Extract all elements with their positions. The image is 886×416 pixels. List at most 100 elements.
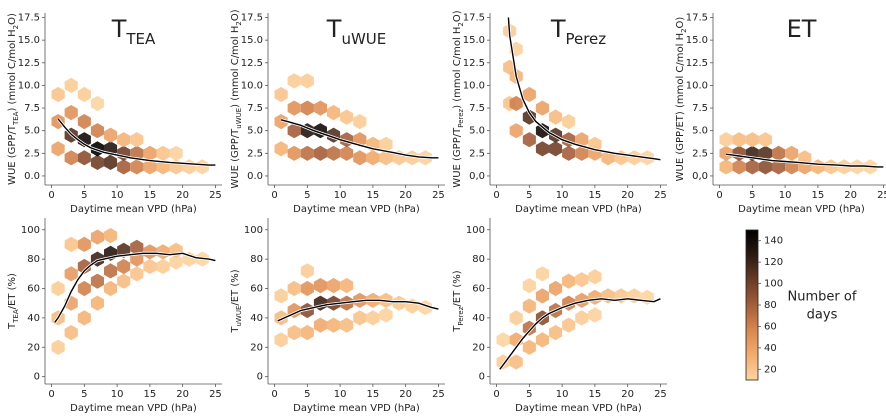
x-tick-label: 10 <box>334 389 347 400</box>
hexbin-cell <box>535 266 549 282</box>
hexbin-cell <box>104 263 118 279</box>
subscript: 2 <box>12 25 20 29</box>
panel-title: ET <box>787 15 817 43</box>
hexbin-cell <box>588 269 602 285</box>
y-tick-label: 17.5 <box>241 13 263 24</box>
y-tick-label: 12.5 <box>686 58 708 69</box>
colorbar-label: Number of <box>788 290 857 305</box>
hexbin-cell <box>719 159 733 175</box>
x-axis-label: Daytime mean VPD (hPa) <box>293 204 420 215</box>
subscript: TEA <box>125 30 156 48</box>
hexbin-cell <box>117 159 131 175</box>
text-part: T <box>111 15 127 43</box>
subscript: Perez <box>457 306 465 325</box>
hexbin-cell <box>169 145 183 161</box>
median-line <box>280 119 439 159</box>
y-tick-label: 7.5 <box>469 103 485 114</box>
hexbin-cell <box>300 100 314 116</box>
text-part: ) (mmol C/mol H <box>230 26 241 108</box>
hexbin-cell <box>274 141 288 157</box>
y-axis-label: TuWUE/ET (%) <box>230 269 243 333</box>
hexbin-cell <box>562 317 576 333</box>
x-tick-label: 5 <box>304 190 310 201</box>
hexbin-cell <box>811 159 825 175</box>
hexbin-cell <box>287 100 301 116</box>
x-tick-label: 20 <box>621 389 634 400</box>
subscript: TEA <box>12 309 20 324</box>
y-tick-label: 40 <box>250 313 263 324</box>
y-tick-label: 17.5 <box>18 13 40 24</box>
y-tick-label: 15.0 <box>686 35 708 46</box>
y-tick-label: 60 <box>27 284 40 295</box>
hexbin-cell <box>313 278 327 294</box>
hexbin-cell <box>64 150 78 166</box>
hexbin-cell <box>535 100 549 116</box>
hexbin-cell <box>77 236 91 252</box>
x-tick-label: 25 <box>654 190 667 201</box>
y-tick-label: 7.5 <box>692 103 708 114</box>
x-tick-label: 15 <box>589 389 602 400</box>
panel: 0 5 10 15 20 25 0.0 2.5 5.0 7.5 10.0 12.5 15.0 17.5 Da… <box>230 9 445 215</box>
hexbin-cell <box>90 95 104 112</box>
x-axis-label: Daytime mean VPD (hPa) <box>515 204 642 215</box>
hexbin-cell <box>732 145 746 161</box>
subscript: TEA <box>12 111 20 126</box>
x-tick-label: 25 <box>432 389 445 400</box>
text-part: T <box>452 325 463 333</box>
y-tick-label: 5.0 <box>247 126 263 137</box>
hexbin-cell <box>77 114 91 130</box>
x-tick-label: 5 <box>526 190 532 201</box>
hexbin-cell <box>549 141 563 157</box>
hexbin-cell <box>313 100 327 116</box>
hexbin-cell <box>287 73 301 89</box>
colorbar-tick-label: 80 <box>764 300 777 311</box>
x-tick-label: 10 <box>111 190 124 201</box>
hexbin-cell <box>340 317 354 333</box>
text-part: ) (mmol C/mol H <box>7 29 18 111</box>
hexbin-cell <box>340 278 354 294</box>
x-tick-label: 20 <box>621 190 634 201</box>
x-tick-label: 25 <box>432 190 445 201</box>
panel: 0 5 10 15 20 25 0,0 2.5 5.0 7.5 10.0 12.5 15.0 17.5 Da… <box>452 10 667 215</box>
y-tick-label: 10.0 <box>18 80 40 91</box>
x-axis-label: Daytime mean VPD (hPa) <box>515 403 642 414</box>
hexbin-cell <box>522 339 536 355</box>
plot-area <box>274 73 439 166</box>
y-tick-label: 60 <box>250 284 263 295</box>
hexbin-cell <box>77 86 91 103</box>
hexbin-cell <box>327 278 341 294</box>
hexbin-cell <box>195 159 209 175</box>
y-tick-label: 5.0 <box>692 126 708 137</box>
hexbin-cell <box>522 132 536 148</box>
plot-area <box>51 228 216 355</box>
hexbin-cell <box>90 273 104 289</box>
y-tick-label: 40 <box>472 313 485 324</box>
panel-title: TuWUE <box>326 15 386 48</box>
hexbin-cell <box>562 145 576 161</box>
text-part: ET <box>787 15 817 43</box>
x-tick-label: 0 <box>716 190 722 201</box>
y-tick-label: 17.5 <box>463 13 485 24</box>
hexbin-cell <box>745 132 759 148</box>
hexbin-cell <box>117 273 131 289</box>
hexbin-cell <box>313 317 327 333</box>
y-tick-label: 0,0 <box>469 171 485 182</box>
x-tick-label: 15 <box>144 190 157 201</box>
hexbin-cell <box>535 288 549 304</box>
plot-area <box>719 132 884 175</box>
hexbin-cell <box>509 310 523 326</box>
hexbin-cell <box>327 145 341 161</box>
hexbin-cell <box>509 123 523 139</box>
y-axis-label: WUE (GPP/TTEA) (mmol C/mol H2O) <box>7 13 20 185</box>
y-tick-label: 20 <box>250 342 263 353</box>
x-axis-label: Daytime mean VPD (hPa) <box>738 204 865 215</box>
y-axis-label: TPerez/ET (%) <box>452 270 465 332</box>
text-part: WUE (GPP/T <box>452 127 463 188</box>
hexbin-cell <box>588 289 602 305</box>
y-tick-label: 0.0 <box>24 171 40 182</box>
hexbin-cell <box>130 239 144 255</box>
panel-title: TPerez <box>550 15 606 48</box>
hexbin-cell <box>758 132 772 148</box>
y-tick-label: 2.5 <box>247 148 263 159</box>
